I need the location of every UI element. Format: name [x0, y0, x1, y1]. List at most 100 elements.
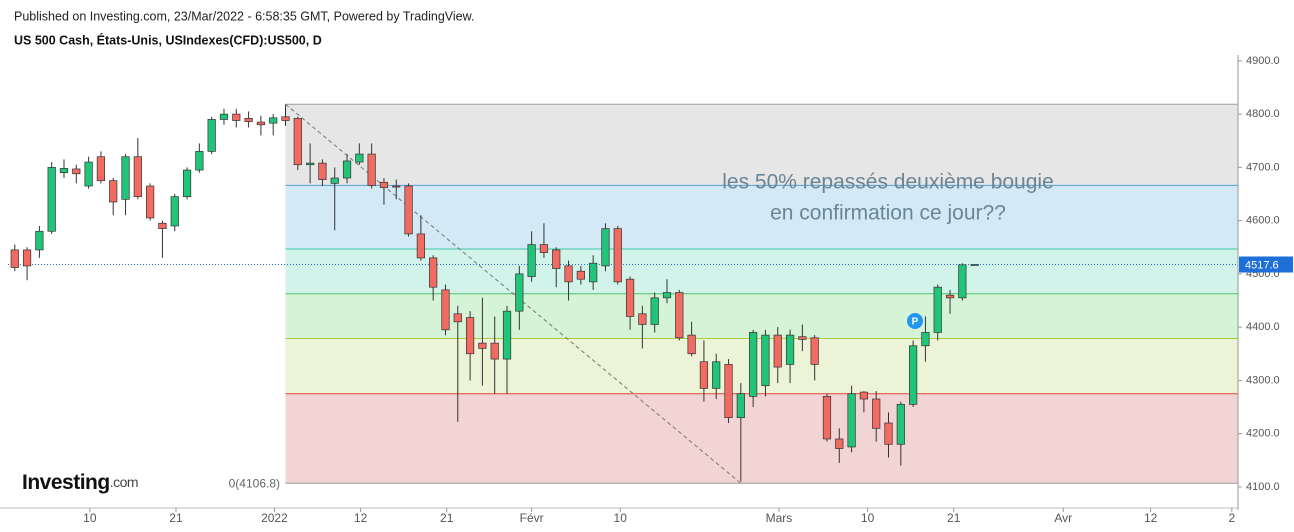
y-tick-label: 4400.0: [1246, 321, 1280, 333]
candle-body: [244, 118, 253, 122]
candle-body: [921, 332, 930, 347]
candle-body: [798, 336, 807, 340]
candle-body: [601, 228, 610, 267]
candle-body: [306, 162, 315, 166]
candle-body: [330, 177, 339, 184]
candle-body: [527, 244, 536, 277]
candle-body: [465, 317, 475, 355]
candle-body: [835, 438, 844, 449]
x-tick-label: Mars: [766, 511, 793, 525]
x-tick-label: Avr: [1054, 511, 1072, 525]
fib-band: [285, 293, 1238, 339]
candle-body: [687, 334, 696, 355]
candle-body: [404, 185, 413, 235]
candle-body: [872, 398, 881, 429]
logo-suffix: .com: [110, 474, 138, 490]
x-tick-label: 21: [947, 511, 961, 525]
candle-body: [773, 334, 782, 368]
x-tick-label: Févr: [520, 511, 544, 525]
candle-body: [576, 270, 585, 280]
plot-area: 0(4106.8) les 50% repassés deuxième bougi…: [0, 55, 1293, 525]
candle-body: [650, 297, 659, 325]
candle-body: [109, 180, 118, 203]
candle-body: [429, 257, 438, 288]
candle-body: [281, 116, 290, 121]
candle-body: [675, 292, 684, 339]
candle-body: [785, 334, 795, 365]
candle-body: [416, 233, 425, 259]
published-line: Published on Investing.com, 23/Mar/2022 …: [14, 9, 474, 23]
annotation: en confirmation ce jour??: [770, 202, 1006, 225]
candle-body: [367, 153, 376, 186]
fib-band: [285, 249, 1238, 294]
candle-body: [662, 292, 672, 299]
candle-body: [10, 249, 19, 268]
candle-body: [699, 361, 709, 389]
candle-body: [342, 160, 352, 179]
trend-line: [285, 103, 742, 484]
candle-body: [884, 422, 893, 445]
candle-body: [613, 228, 622, 283]
candle-body: [22, 249, 32, 267]
p-marker-letter: P: [912, 317, 919, 328]
x-tick-label: 2022: [261, 511, 288, 525]
candle-body: [293, 118, 302, 166]
x-tick-label: 10: [614, 511, 628, 525]
annotation: les 50% repassés deuxième bougie: [722, 171, 1054, 194]
candle-body: [589, 262, 598, 283]
candle-body: [47, 167, 56, 232]
y-tick-label: 4800.0: [1246, 108, 1280, 120]
candle-body: [945, 294, 955, 299]
candle-body: [749, 332, 758, 397]
candle-body: [933, 286, 942, 333]
candle-body: [712, 361, 721, 389]
candle-body: [379, 181, 389, 188]
candle-body: [96, 156, 106, 182]
candle-body: [269, 117, 278, 124]
fib-label: 0(4106.8): [229, 476, 280, 490]
candle-body: [84, 161, 93, 187]
instrument-title: US 500 Cash, États-Unis, USIndexes(CFD):…: [14, 32, 322, 47]
last-price-tag: [1239, 256, 1293, 273]
candle-body: [896, 403, 905, 445]
y-tick-label: 4100.0: [1246, 481, 1280, 493]
candle-body: [72, 168, 81, 175]
candle-body: [909, 345, 918, 405]
candle-body: [441, 289, 450, 331]
candle-body: [958, 264, 967, 299]
candle-body: [207, 119, 216, 152]
candle-body: [478, 342, 487, 349]
candle-body: [847, 393, 856, 448]
y-tick-label: 4900.0: [1246, 55, 1280, 67]
candle-body: [146, 185, 155, 219]
candle-body: [970, 264, 979, 266]
candle-body: [219, 113, 229, 120]
candle-body: [59, 168, 69, 174]
candle-body: [859, 391, 868, 400]
logo: Investing.com: [22, 471, 138, 494]
p-marker: [907, 313, 923, 329]
x-tick-label: 12: [1144, 511, 1158, 525]
candle-body: [564, 265, 573, 283]
fib-band: [285, 393, 1238, 484]
candle-body: [810, 337, 819, 365]
y-tick-label: 4200.0: [1246, 428, 1280, 440]
candle-body: [355, 153, 364, 163]
x-tick-label: 10: [83, 511, 97, 525]
candle-body: [515, 273, 524, 312]
candle-body: [195, 151, 204, 171]
candle-body: [133, 156, 142, 198]
x-tick-label: 21: [169, 511, 183, 525]
x-tick-label: 21: [440, 511, 454, 525]
candle-body: [822, 396, 832, 440]
candle-body: [539, 244, 549, 253]
fib-band: [285, 185, 1238, 250]
candle-body: [490, 342, 499, 360]
candle-body: [318, 162, 327, 180]
fib-band: [285, 104, 1238, 186]
candle-body: [724, 364, 733, 419]
y-tick-label: 4300.0: [1246, 374, 1280, 386]
candle-body: [158, 222, 167, 229]
candle-body: [392, 185, 401, 188]
candle-body: [552, 249, 561, 269]
